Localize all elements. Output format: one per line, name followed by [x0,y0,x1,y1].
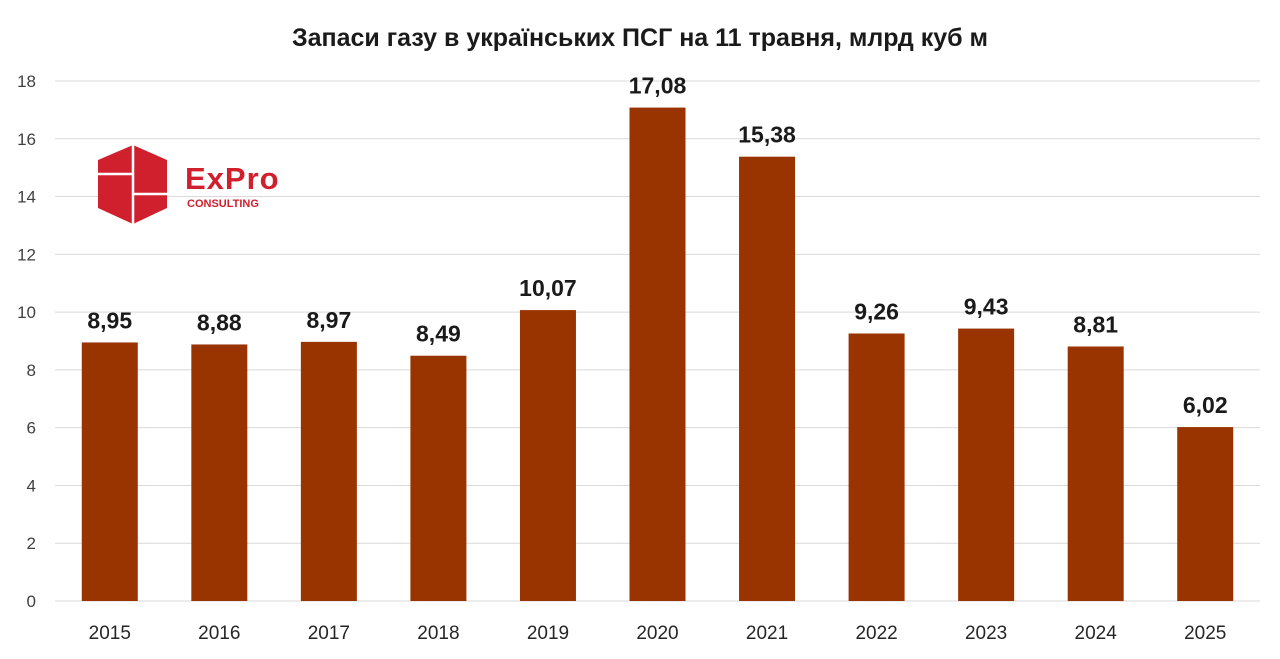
data-label: 9,43 [964,294,1009,320]
bar [848,333,905,601]
logo-subtitle: CONSULTING [187,198,259,210]
y-tick-label: 0 [27,592,36,611]
y-tick-label: 6 [27,419,36,438]
x-tick-label: 2016 [198,623,240,644]
bar [300,341,357,601]
x-tick-label: 2015 [89,623,131,644]
x-tick-label: 2025 [1184,623,1226,644]
x-tick-label: 2021 [746,623,788,644]
bar [739,156,796,601]
bar [1067,346,1124,601]
bars [81,107,1234,602]
x-axis-ticks: 2015 2016 2017 2018 2019 2020 2021 2022 2023 2024… [89,623,1227,644]
data-label: 17,08 [629,73,687,99]
data-label: 8,49 [416,321,461,347]
data-label: 15,38 [738,122,796,148]
bar [191,344,248,601]
y-tick-label: 14 [17,188,36,207]
data-label: 10,07 [519,275,577,301]
data-label: 8,95 [87,307,132,333]
data-label: 9,26 [854,298,899,324]
chart-title: Запаси газу в українських ПСГ на 11 трав… [292,24,988,52]
bar [81,342,138,601]
x-tick-label: 2018 [417,623,459,644]
y-axis-ticks: 0 2 4 6 8 10 12 14 16 18 [17,72,36,611]
y-tick-label: 8 [27,361,36,380]
bar [410,355,467,601]
y-tick-label: 18 [17,72,36,91]
bar [958,328,1015,601]
x-tick-label: 2019 [527,623,569,644]
x-tick-label: 2022 [855,623,897,644]
expro-logo: ExPro CONSULTING [98,145,280,224]
data-label: 8,88 [197,309,242,335]
y-tick-label: 16 [17,130,36,149]
x-tick-label: 2023 [965,623,1007,644]
y-tick-label: 4 [27,476,36,495]
x-tick-label: 2020 [636,623,678,644]
data-label: 6,02 [1183,392,1228,418]
bar [1177,427,1234,601]
bar [519,310,576,601]
y-tick-label: 10 [17,303,36,322]
y-tick-label: 12 [17,245,36,264]
y-tick-label: 2 [27,534,36,553]
data-label: 8,81 [1073,311,1118,337]
x-tick-label: 2017 [308,623,350,644]
data-label: 8,97 [306,307,351,333]
x-tick-label: 2024 [1075,623,1118,644]
data-labels: 8,95 8,88 8,97 8,49 10,07 17,08 15,38 9,26 9,43 8… [87,73,1227,419]
bar [629,107,686,602]
logo-text: ExPro [185,161,280,196]
